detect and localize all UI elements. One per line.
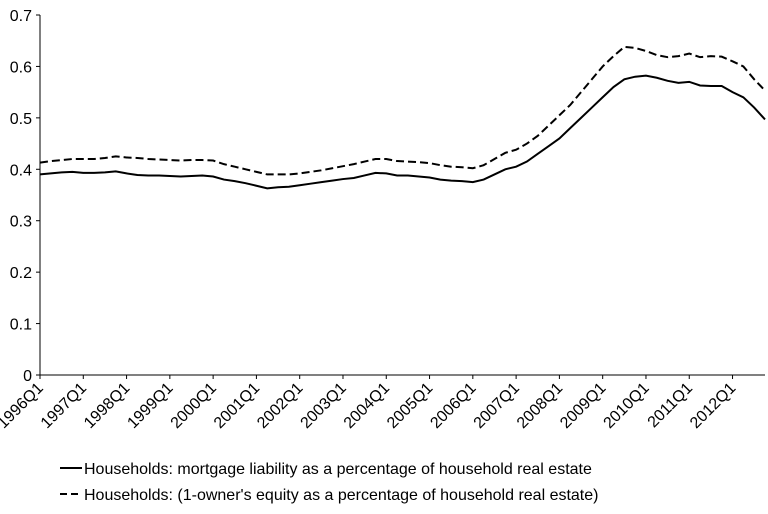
y-tick-label: 0.3 [10, 214, 32, 231]
x-tick-label: 2000Q1 [168, 380, 220, 432]
x-tick-label: 2009Q1 [557, 380, 609, 432]
x-tick-label: 2008Q1 [514, 380, 566, 432]
series-line [39, 45, 766, 176]
series-line [39, 74, 766, 190]
y-tick-label: 0.7 [10, 8, 32, 25]
x-tick-label: 2002Q1 [254, 380, 306, 432]
x-tick-label: 2004Q1 [341, 380, 393, 432]
x-tick-label: 1996Q1 [0, 380, 47, 432]
x-tick-label: 1998Q1 [81, 380, 133, 432]
x-tick-label: 2012Q1 [687, 380, 739, 432]
y-tick-label: 0.1 [10, 317, 32, 334]
y-tick-label: 0.6 [10, 59, 32, 76]
y-tick-label: 0.4 [10, 162, 32, 179]
x-tick-label: 2011Q1 [645, 380, 697, 432]
x-tick-label: 1999Q1 [124, 380, 176, 432]
x-tick-label: 1997Q1 [38, 380, 90, 432]
x-tick-label: 2007Q1 [471, 380, 523, 432]
x-tick-label: 2005Q1 [384, 380, 436, 432]
y-tick-label: 0.2 [10, 265, 32, 282]
legend-label: Households: (1-owner's equity as a perce… [84, 487, 598, 504]
y-tick-label: 0.5 [10, 111, 32, 128]
x-tick-label: 2010Q1 [601, 380, 653, 432]
x-tick-label: 2006Q1 [427, 380, 479, 432]
x-tick-label: 2003Q1 [298, 380, 350, 432]
x-tick-label: 2001Q1 [211, 380, 263, 432]
y-tick-label: 0 [23, 368, 32, 385]
legend-label: Households: mortgage liability as a perc… [84, 461, 592, 478]
